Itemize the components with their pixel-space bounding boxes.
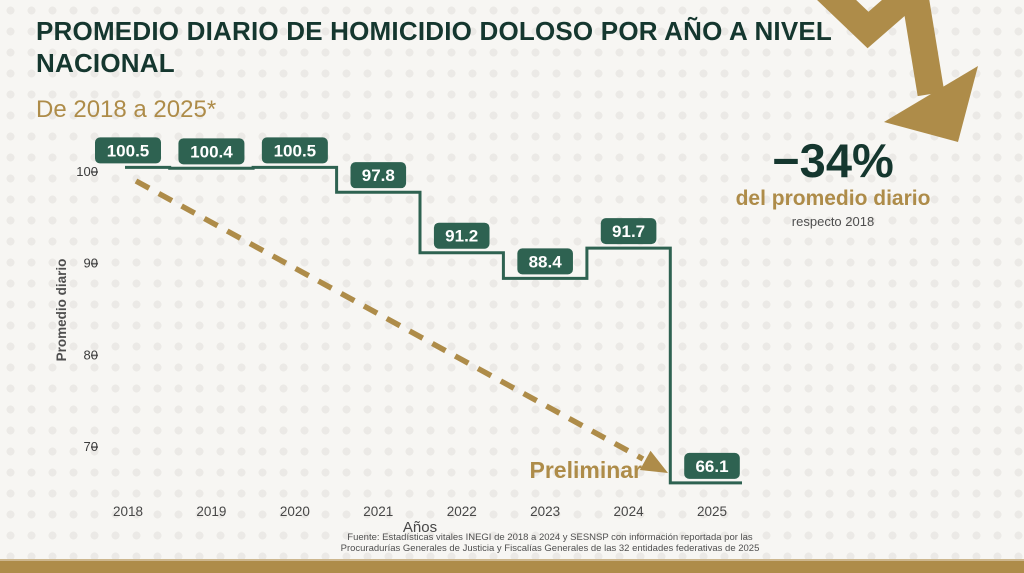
source-note: Fuente: Estadísticas vitales INEGI de 20… xyxy=(320,532,780,554)
x-axis-year-label: 2018 xyxy=(113,504,143,519)
value-label-box-2021 xyxy=(350,162,407,189)
x-axis-year-label: 2019 xyxy=(196,504,226,519)
x-axis-year-label: 2022 xyxy=(447,504,477,519)
value-label-2022: 91.2 xyxy=(445,227,478,246)
value-label-2023: 88.4 xyxy=(529,252,563,271)
value-label-2019: 100.4 xyxy=(190,142,233,161)
value-label-box-2018 xyxy=(95,137,161,164)
source-line-2: Procuradurías Generales de Justicia y Fi… xyxy=(340,543,760,554)
value-label-box-2024 xyxy=(600,218,657,245)
y-axis-tick-label: 90 xyxy=(84,256,98,271)
highlight-sublabel: respecto 2018 xyxy=(791,214,875,230)
step-line xyxy=(125,165,742,485)
value-label-box-2023 xyxy=(517,248,573,275)
source-line-1: Fuente: Estadísticas vitales INEGI de 20… xyxy=(347,532,753,543)
x-axis-year-label: 2024 xyxy=(614,504,645,519)
value-label-2021: 97.8 xyxy=(362,166,395,185)
x-axis-year-label: 2021 xyxy=(363,504,393,519)
y-axis-tick-label: 100 xyxy=(76,164,98,179)
y-axis-tick-label: 70 xyxy=(84,439,98,454)
bottom-bar xyxy=(0,559,1024,573)
highlight-label: del promedio diario xyxy=(735,187,931,211)
page-title: PROMEDIO DIARIO DE HOMICIDIO DOLOSO POR … xyxy=(36,16,832,78)
value-label-2024: 91.7 xyxy=(612,222,645,241)
preliminar-annotation: Preliminar xyxy=(530,457,643,483)
dashed-trend-arrow-head xyxy=(639,450,668,473)
value-label-2025: 66.1 xyxy=(695,457,728,476)
y-axis-title: Promedio diario xyxy=(54,259,69,362)
value-label-box-2020 xyxy=(261,137,328,164)
y-axis-tick-label: 80 xyxy=(84,347,98,362)
value-label-box-2025 xyxy=(684,452,740,479)
dashed-trend-arrow-line xyxy=(134,178,645,462)
x-axis-year-label: 2020 xyxy=(280,504,310,519)
value-label-2018: 100.5 xyxy=(107,141,150,160)
x-axis-year-label: 2025 xyxy=(697,504,727,519)
highlight-percentage: −34% xyxy=(772,134,894,187)
x-axis-year-label: 2023 xyxy=(530,504,560,519)
value-label-2020: 100.5 xyxy=(274,141,317,160)
page-subtitle: De 2018 a 2025* xyxy=(36,96,217,123)
value-label-box-2019 xyxy=(178,138,245,165)
highlight-block: −34% del promedio diario respecto 2018 xyxy=(723,134,943,230)
value-label-box-2022 xyxy=(433,222,490,249)
